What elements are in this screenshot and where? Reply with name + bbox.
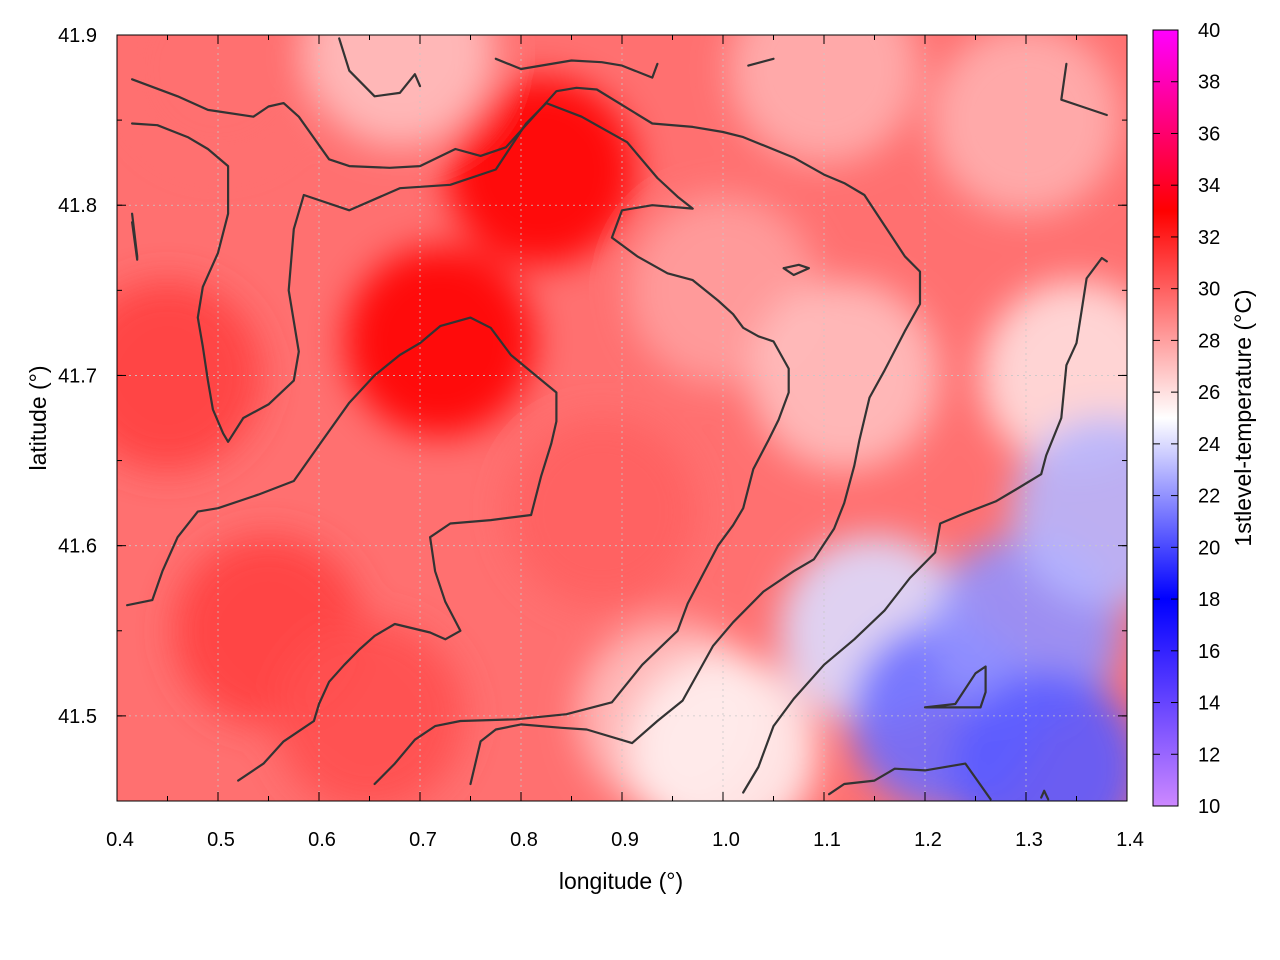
- x-tick-label: 0.6: [308, 829, 336, 851]
- colorbar-gradient: [1152, 29, 1179, 807]
- temperature-sample: [951, 671, 1127, 801]
- colorbar-tick-label: 24: [1198, 434, 1220, 456]
- colorbar-tick-label: 20: [1198, 537, 1220, 559]
- x-tick-labels: 0.4 0.5 0.6 0.7 0.8 0.9 1.0 1.1 1.2 1.3 1.4: [106, 829, 1144, 851]
- temperature-sample: [123, 35, 313, 165]
- x-tick-label: 1.4: [1116, 829, 1144, 851]
- colorbar-ticks: [1153, 29, 1178, 807]
- colorbar-tick-label: 36: [1198, 123, 1220, 145]
- colorbar-tick-label: 40: [1198, 20, 1220, 42]
- temperature-heatmap: [117, 35, 1127, 801]
- colorbar-tick-label: 22: [1198, 486, 1220, 508]
- contour-line: [131, 212, 139, 261]
- x-tick-label: 1.2: [914, 829, 942, 851]
- colorbar-title: 1stlevel-temperature (°C): [1230, 289, 1256, 546]
- y-tick-label: 41.7: [58, 365, 97, 387]
- temperature-sample: [304, 35, 495, 147]
- x-axis-title: longitude (°): [559, 868, 683, 894]
- x-tick-label: 1.3: [1015, 829, 1043, 851]
- contour-line: [747, 57, 775, 67]
- temperature-sample: [446, 76, 637, 267]
- axis-ticks: [116, 34, 1128, 802]
- colorbar-tick-labels: 10 12 14 16 18 20 22 24 26 28 30 32 34 36 38 40: [1198, 20, 1220, 818]
- x-tick-label: 1.0: [712, 829, 740, 851]
- x-tick-label: 0.7: [409, 829, 437, 851]
- colorbar-tick-label: 18: [1198, 589, 1220, 611]
- contour-line: [782, 263, 810, 277]
- colorbar-tick-label: 14: [1198, 693, 1220, 715]
- contour-line: [742, 256, 1108, 794]
- x-tick-label: 0.9: [611, 829, 639, 851]
- contour-line: [923, 665, 987, 709]
- contour-line: [338, 37, 422, 98]
- colorbar-tick-label: 26: [1198, 382, 1220, 404]
- colorbar-tick-label: 30: [1198, 279, 1220, 301]
- temperature-sample: [628, 654, 818, 801]
- x-tick-label: 1.1: [813, 829, 841, 851]
- temperature-sample: [506, 416, 697, 607]
- colorbar-tick-label: 28: [1198, 330, 1220, 352]
- grid: [117, 35, 1127, 801]
- y-tick-label: 41.9: [58, 25, 97, 47]
- colorbar-tick-label: 38: [1198, 72, 1220, 94]
- temperature-sample: [1011, 416, 1127, 607]
- contour-line: [1040, 789, 1050, 801]
- y-tick-label: 41.8: [58, 195, 97, 217]
- colorbar-tick-label: 34: [1198, 175, 1220, 197]
- x-tick-label: 0.8: [510, 829, 538, 851]
- temperature-sample: [274, 620, 465, 801]
- contour-line: [126, 316, 558, 782]
- y-tick-label: 41.5: [58, 706, 97, 728]
- contour-line: [828, 762, 992, 801]
- x-tick-label: 0.4: [106, 829, 134, 851]
- y-tick-labels: 41.5 41.6 41.7 41.8 41.9: [58, 25, 97, 728]
- contour-line: [1060, 62, 1108, 117]
- colorbar-tick-label: 12: [1198, 744, 1220, 766]
- temperature-sample: [345, 246, 536, 437]
- contour-line: [131, 78, 922, 786]
- y-axis-title: latitude (°): [25, 365, 51, 470]
- colorbar-tick-label: 16: [1198, 641, 1220, 663]
- temperature-sample: [117, 280, 263, 471]
- colorbar-tick-label: 32: [1198, 227, 1220, 249]
- colorbar-tick-label: 10: [1198, 796, 1220, 818]
- temperature-sample: [729, 35, 919, 165]
- y-tick-label: 41.6: [58, 536, 97, 558]
- colorbar: 10 12 14 16 18 20 22 24 26 28 30 32 34 36 38 40: [1152, 20, 1220, 818]
- x-tick-label: 0.5: [207, 829, 235, 851]
- contour-line: [494, 57, 659, 79]
- contour-line: [131, 102, 790, 786]
- contour-lines: [126, 37, 1108, 801]
